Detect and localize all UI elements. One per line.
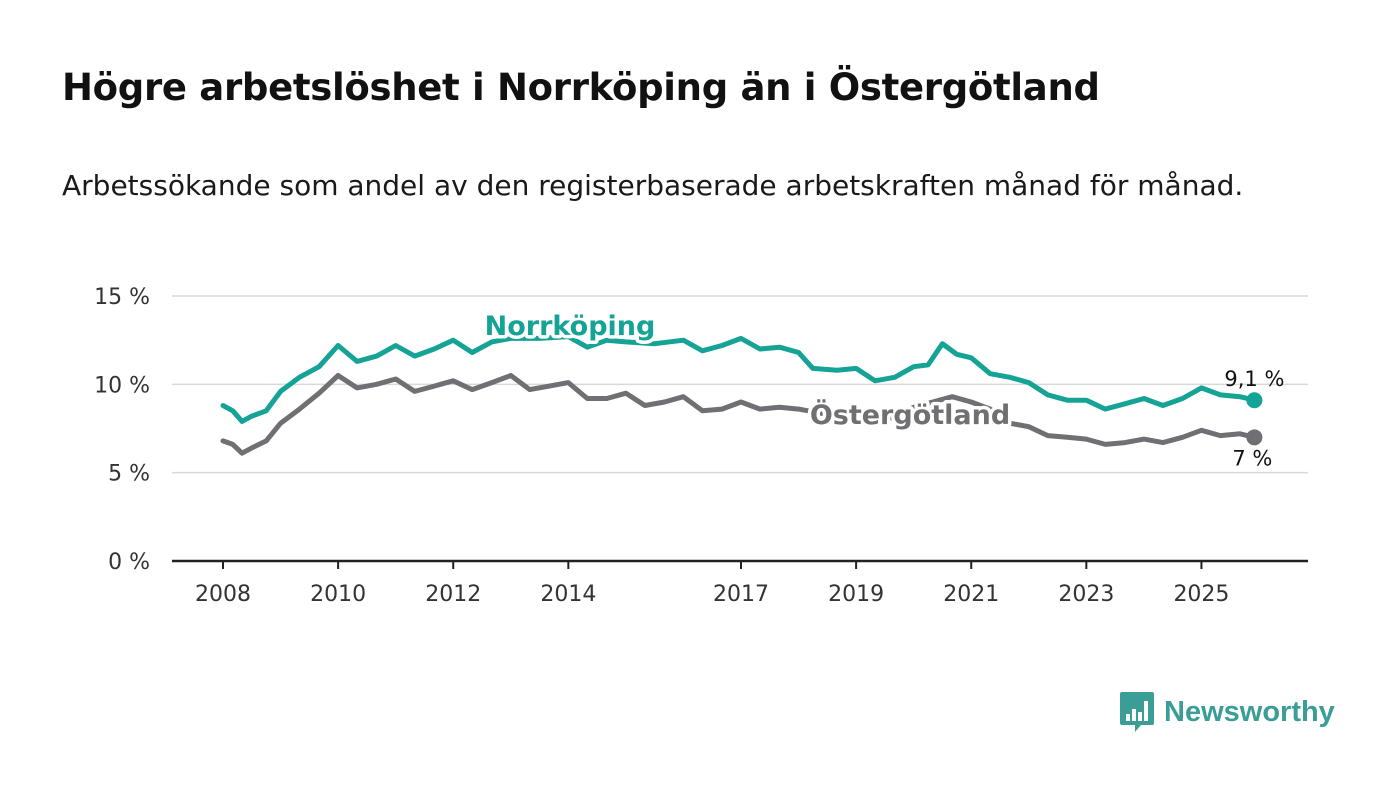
x-tick-label: 2023 bbox=[1058, 582, 1114, 607]
x-tick-label: 2021 bbox=[943, 582, 999, 607]
x-tick-label: 2025 bbox=[1173, 582, 1229, 607]
series-line-ostergotland bbox=[220, 373, 1257, 456]
series-label-ostergotland: Östergötland bbox=[810, 398, 1010, 431]
end-label-ostergotland: 7 % bbox=[1232, 446, 1272, 470]
chart-subtitle: Arbetssökande som andel av den registerb… bbox=[62, 169, 1244, 202]
series-label-norrkoping: Norrköping bbox=[485, 311, 656, 342]
x-tick-label: 2017 bbox=[713, 582, 769, 607]
grid-lines bbox=[172, 295, 1308, 563]
x-tick-label: 2019 bbox=[828, 582, 884, 607]
x-tick-label: 2008 bbox=[195, 582, 251, 607]
chart-title: Högre arbetslöshet i Norrköping än i Öst… bbox=[62, 66, 1100, 109]
y-axis-ticks: 0 % 5 % 10 % 15 % bbox=[94, 285, 150, 575]
y-tick-label: 0 % bbox=[108, 550, 150, 575]
x-tick-label: 2010 bbox=[310, 582, 366, 607]
x-tick-label: 2012 bbox=[425, 582, 481, 607]
x-tick-label: 2014 bbox=[540, 582, 596, 607]
y-tick-label: 15 % bbox=[94, 285, 150, 310]
series-labels: 9,1 % 7 % Norrköping Östergötland bbox=[481, 308, 1284, 471]
end-point-norrkoping bbox=[1246, 392, 1263, 409]
x-axis-ticks: 2008 2010 2012 2014 2017 2019 2021 2023 2025 bbox=[195, 561, 1229, 607]
y-tick-label: 10 % bbox=[94, 373, 150, 398]
newsworthy-logo-text: Newsworthy bbox=[1164, 695, 1335, 728]
series-line-norrkoping bbox=[220, 334, 1257, 424]
end-point-ostergotland bbox=[1246, 429, 1263, 446]
newsworthy-logo: Newsworthy bbox=[1119, 690, 1335, 734]
series-lines bbox=[220, 334, 1263, 456]
newsworthy-logo-icon bbox=[1120, 692, 1154, 732]
y-tick-label: 5 % bbox=[108, 462, 150, 487]
end-label-norrkoping: 9,1 % bbox=[1224, 367, 1284, 391]
